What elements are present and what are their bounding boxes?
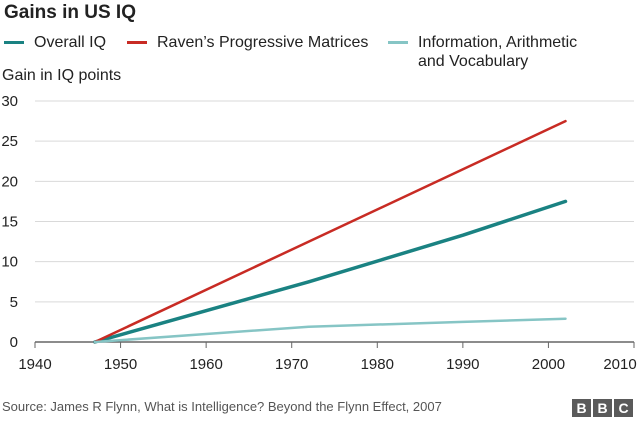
y-tick-label: 5 — [10, 294, 18, 311]
legend-label-overall-iq: Overall IQ — [34, 34, 107, 51]
bbc-logo-letter: C — [614, 399, 633, 417]
x-tick-label: 1960 — [189, 356, 222, 373]
y-tick-label: 0 — [10, 334, 18, 351]
chart-grid — [35, 100, 634, 343]
x-tick-labels: 1940 1950 1960 1970 1980 1990 2000 2010 — [18, 342, 637, 373]
x-tick-label: 1980 — [361, 356, 394, 373]
x-tick-label: 2000 — [532, 356, 565, 373]
x-tick-label: 2010 — [603, 356, 636, 373]
legend-label-information-line1: Information, Arithmetic — [418, 34, 578, 51]
y-tick-label: 20 — [1, 173, 18, 190]
x-tick-label: 1950 — [104, 356, 137, 373]
bbc-logo-letter: B — [572, 399, 591, 417]
x-tick-label: 1990 — [446, 356, 479, 373]
legend-swatch-information — [388, 41, 408, 44]
legend-swatch-overall-iq — [4, 41, 24, 44]
legend-label-ravens: Raven’s Progressive Matrices — [157, 34, 369, 51]
chart-legend: Overall IQ Raven’s Progressive Matrices … — [4, 33, 640, 73]
y-tick-label: 30 — [1, 93, 18, 110]
y-tick-labels: 0 5 10 15 20 25 30 — [1, 93, 18, 351]
legend-swatch-ravens — [127, 41, 147, 44]
y-tick-label: 10 — [1, 254, 18, 271]
x-tick-label: 1970 — [275, 356, 308, 373]
y-tick-label: 25 — [1, 133, 18, 150]
legend-label-information: Information, Arithmetic and Vocabulary — [418, 33, 577, 71]
series-line-ravens — [93, 119, 567, 344]
source-note: Source: James R Flynn, What is Intellige… — [2, 399, 442, 414]
legend-label-information-line2: and Vocabulary — [418, 53, 529, 70]
series-line-overall-iq — [93, 199, 568, 344]
y-tick-label: 15 — [1, 214, 18, 231]
bbc-logo-letter: B — [593, 399, 612, 417]
chart-series — [93, 119, 568, 344]
y-axis-label: Gain in IQ points — [2, 67, 122, 84]
chart-title: Gains in US IQ — [4, 2, 136, 23]
x-tick-label: 1940 — [18, 356, 51, 373]
series-line-information — [93, 317, 567, 344]
